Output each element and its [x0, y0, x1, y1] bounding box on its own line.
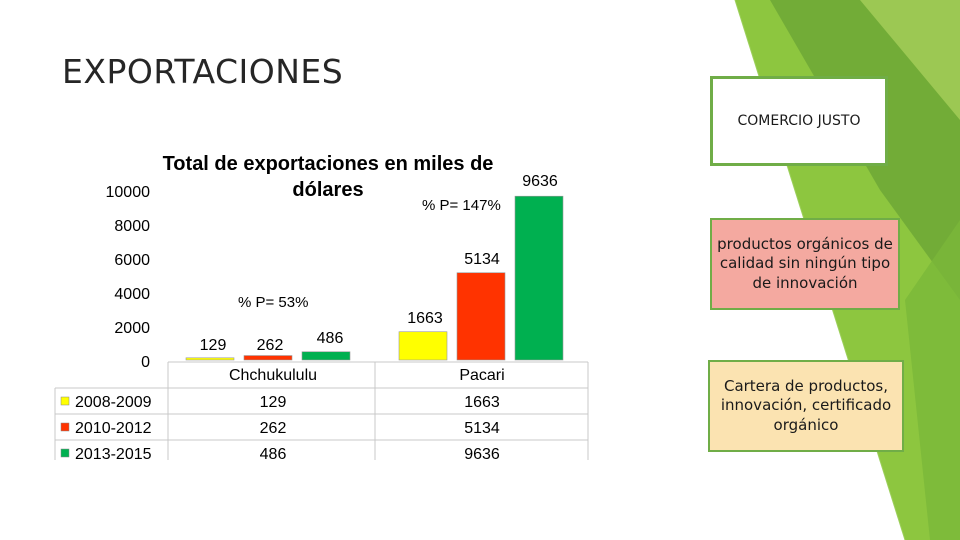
bar-chchukululu-2010-2012: [243, 355, 293, 361]
bar-chchukululu-2013-2015: [301, 351, 351, 361]
slide-title: EXPORTACIONES: [62, 52, 344, 91]
y-tick-label: 8000: [114, 218, 150, 235]
y-tick-label: 4000: [114, 286, 150, 303]
bar-pacari-2010-2012: [456, 272, 506, 361]
bars-group: [185, 195, 564, 361]
bar-pacari-2008-2009: [398, 331, 448, 361]
legend-entry-2008-2009: 2008-2009: [75, 394, 152, 411]
table-cell: 5134: [464, 420, 500, 437]
y-tick-label: 2000: [114, 320, 150, 337]
legend-entry-2013-2015: 2013-2015: [75, 446, 152, 463]
data-labels-group: 129 262 486 1663 5134 9636: [200, 173, 558, 354]
cartera-box: Cartera de productos, innovación, certif…: [708, 360, 904, 452]
y-tick-label: 6000: [114, 252, 150, 269]
table-cell: 129: [260, 394, 287, 411]
legend-swatch-2008-2009: [60, 396, 70, 406]
data-label: 486: [317, 330, 344, 347]
cartera-text: Cartera de productos, innovación, certif…: [720, 376, 892, 434]
table-cell: 9636: [464, 446, 500, 463]
table-cell: 486: [260, 446, 287, 463]
bar-chchukululu-2008-2009: [185, 357, 235, 361]
comercio-justo-box: COMERCIO JUSTO: [710, 76, 888, 166]
chart-title-line1: Total de exportaciones en miles de: [163, 153, 494, 175]
chart-title-line2: dólares: [292, 179, 363, 201]
data-label: 5134: [464, 251, 500, 268]
data-table: Chchukululu Pacari 2008-2009 129 1663 2010-20…: [54, 361, 589, 463]
comercio-justo-text: COMERCIO JUSTO: [737, 112, 861, 129]
productos-organicos-box: productos orgánicos de calidad sin ningú…: [710, 218, 900, 310]
data-label: 129: [200, 337, 227, 354]
data-label: 262: [257, 337, 284, 354]
productos-organicos-text: productos orgánicos de calidad sin ningú…: [717, 234, 893, 292]
annotation-p147: % P= 147%: [422, 197, 501, 214]
y-tick-label: 0: [141, 354, 150, 371]
bar-pacari-2013-2015: [514, 195, 564, 361]
data-label: 9636: [522, 173, 558, 190]
table-cell: 1663: [464, 394, 500, 411]
annotation-p53: % P= 53%: [238, 294, 308, 311]
category-label-pacari: Pacari: [459, 367, 504, 384]
legend-swatch-2010-2012: [60, 422, 70, 432]
legend-swatch-2013-2015: [60, 448, 70, 458]
y-tick-label: 10000: [106, 184, 151, 201]
y-axis: 0 2000 4000 6000 8000 10000: [106, 184, 151, 371]
legend-entry-2010-2012: 2010-2012: [75, 420, 152, 437]
data-label: 1663: [407, 310, 443, 327]
category-label-chchukululu: Chchukululu: [229, 367, 317, 384]
table-cell: 262: [260, 420, 287, 437]
